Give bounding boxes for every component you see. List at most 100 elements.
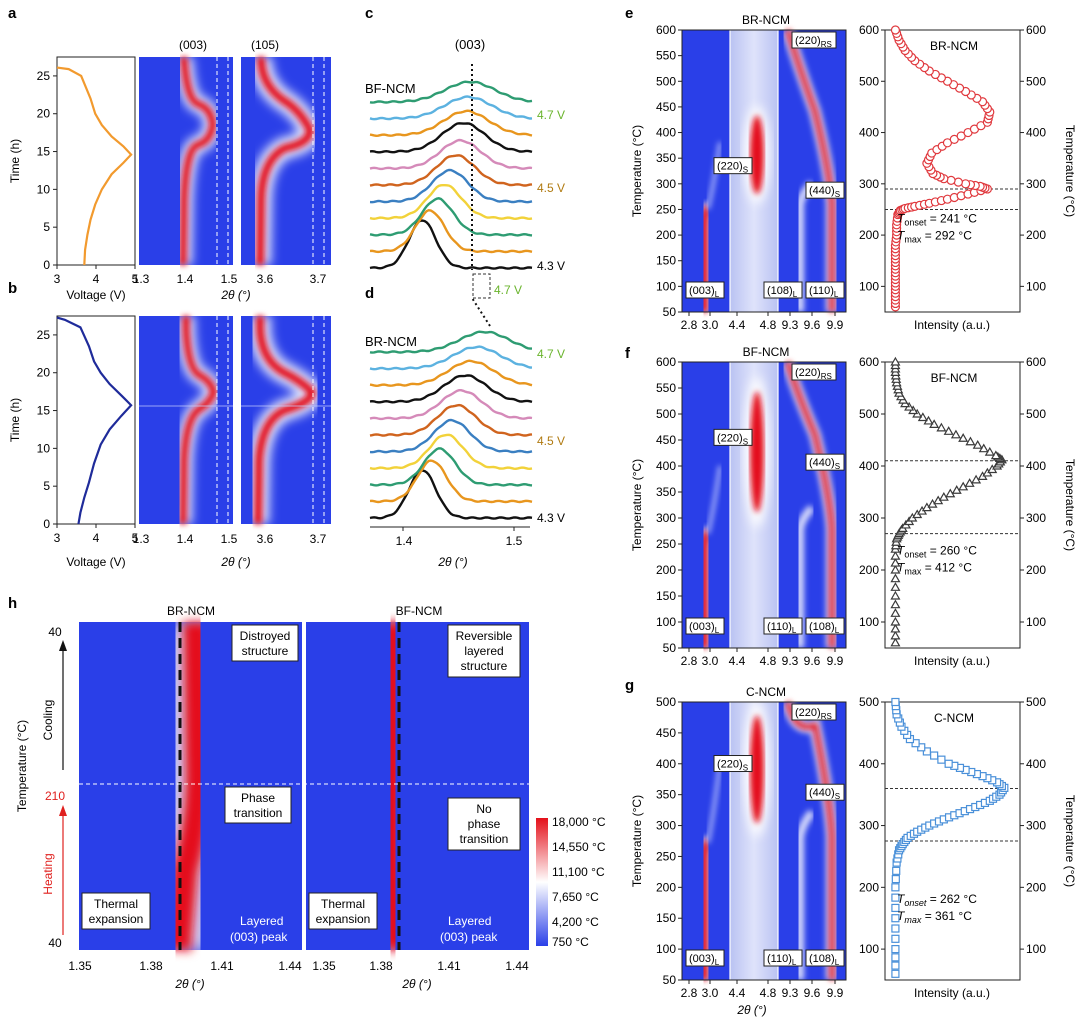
ytick-label: 300 bbox=[656, 177, 676, 191]
profile-point bbox=[930, 751, 939, 760]
profile-point bbox=[890, 25, 901, 35]
peak-label-box bbox=[791, 703, 837, 721]
panel-f: BF-NCM (003)L (220)S (110)L (108)L (440)S (220… bbox=[630, 345, 1077, 668]
trace-003 bbox=[700, 529, 711, 648]
peak-label: (003)L bbox=[689, 621, 720, 635]
t-onset: Tonset = 260 °C bbox=[897, 543, 977, 559]
xtick-label: 9.9 bbox=[827, 654, 844, 668]
profile-point bbox=[891, 961, 900, 970]
profile-ytick-left: 500 bbox=[859, 74, 879, 88]
xrd-curve bbox=[369, 403, 533, 437]
profile-point bbox=[890, 564, 901, 574]
xrd-curve bbox=[369, 418, 533, 454]
xtick-label: 4 bbox=[93, 531, 100, 545]
xtick-label: 9.6 bbox=[804, 318, 821, 332]
map-ylabel: Temperature (°C) bbox=[630, 795, 644, 887]
profile-title: C-NCM bbox=[934, 711, 974, 725]
svg-text:1.3: 1.3 bbox=[133, 532, 150, 546]
ytick-label: 200 bbox=[656, 228, 676, 242]
xtick-label: 5 bbox=[132, 531, 139, 545]
panel-d-label-43: 4.3 V bbox=[537, 511, 565, 525]
profile-ytick-left: 200 bbox=[859, 563, 879, 577]
svg-text:Thermal: Thermal bbox=[321, 897, 365, 911]
xrd-curve bbox=[369, 154, 533, 187]
xrd-curve bbox=[369, 95, 533, 121]
panel-letter-b: b bbox=[8, 280, 17, 297]
profile-ytick-left: 100 bbox=[859, 942, 879, 956]
xtick-label: 9.3 bbox=[782, 654, 799, 668]
peak-label: (440)S bbox=[809, 185, 840, 199]
peak-label: (108)L bbox=[809, 621, 840, 635]
svg-text:structure: structure bbox=[242, 644, 289, 658]
xrd-curve bbox=[369, 345, 533, 371]
peak-label-box bbox=[685, 949, 725, 967]
profile-ytick-right: 200 bbox=[1026, 563, 1046, 577]
xtick-label: 9.9 bbox=[827, 986, 844, 1000]
map-a-105: (105) bbox=[241, 38, 331, 266]
peak-label-box bbox=[791, 363, 837, 381]
peak-label-box bbox=[685, 281, 725, 299]
panel-letter-d: d bbox=[365, 285, 374, 302]
profile-point bbox=[891, 924, 900, 933]
voltage-yticks-a: 0 5 10 15 20 25 bbox=[37, 69, 57, 272]
svg-text:4,200 °C: 4,200 °C bbox=[552, 915, 599, 929]
panel-d-peak-line bbox=[471, 297, 491, 327]
ytick-label: 10 bbox=[37, 441, 51, 455]
ytick-label: 350 bbox=[656, 151, 676, 165]
profile-point bbox=[950, 429, 961, 439]
xrd-curve bbox=[369, 184, 533, 221]
xtick-label: 4.8 bbox=[760, 654, 777, 668]
profile-ytick-left: 600 bbox=[859, 355, 879, 369]
ytick-label: 50 bbox=[663, 973, 677, 987]
ytick-label: 5 bbox=[43, 479, 50, 493]
svg-text:Thermal: Thermal bbox=[94, 897, 138, 911]
peak-label-box bbox=[763, 949, 803, 967]
ytick-label: 300 bbox=[656, 511, 676, 525]
svg-text:1.38: 1.38 bbox=[369, 959, 393, 973]
xtick-label: 9.6 bbox=[804, 986, 821, 1000]
xtick-label: 3.0 bbox=[702, 654, 719, 668]
svg-text:Reversible: Reversible bbox=[456, 629, 513, 643]
panel-letter-c: c bbox=[365, 5, 373, 22]
svg-text:750 °C: 750 °C bbox=[552, 935, 589, 949]
panel-h-title-right: BF-NCM bbox=[396, 604, 443, 618]
voltage-xticks-b: 3 4 5 bbox=[54, 524, 139, 545]
panel-h-boxes-right: Reversible layered structure No phase tr… bbox=[308, 624, 521, 944]
ytick-label: 600 bbox=[656, 23, 676, 37]
profile-ytick-right: 600 bbox=[1026, 355, 1046, 369]
voltage-ylabel-a: Time (h) bbox=[8, 139, 22, 183]
ytick-label: 100 bbox=[656, 942, 676, 956]
xrd-curve bbox=[369, 138, 533, 171]
profile-ytick-left: 500 bbox=[859, 695, 879, 709]
peak-label: (110)L bbox=[767, 621, 797, 635]
profile-ytick-left: 400 bbox=[859, 757, 879, 771]
peak-label-box bbox=[805, 949, 845, 967]
ytick-label: 350 bbox=[656, 485, 676, 499]
panel-c-label-45: 4.5 V bbox=[537, 181, 565, 195]
peak-label: (220)S bbox=[717, 432, 748, 446]
voltage-axes-b bbox=[56, 315, 136, 525]
ytick-label: 100 bbox=[656, 279, 676, 293]
panel-c: (003) BF-NCM 4.7 V 4.5 V 4.3 V bbox=[365, 37, 565, 273]
svg-text:1.41: 1.41 bbox=[210, 959, 234, 973]
panel-letter-a: a bbox=[8, 5, 17, 22]
profile-ytick-left: 100 bbox=[859, 615, 879, 629]
panel-c-label-43: 4.3 V bbox=[537, 259, 565, 273]
profile-point bbox=[922, 747, 931, 756]
xtick-label: 4.4 bbox=[729, 318, 746, 332]
svg-text:1.38: 1.38 bbox=[139, 959, 163, 973]
profile-point bbox=[891, 874, 900, 884]
panel-d-curves bbox=[369, 330, 533, 520]
voltage-xlabel-a: Voltage (V) bbox=[66, 288, 125, 302]
ytick-label: 10 bbox=[37, 182, 51, 196]
ytick-label: 25 bbox=[37, 69, 51, 83]
profile-point bbox=[891, 953, 900, 962]
svg-text:3.6: 3.6 bbox=[257, 532, 274, 546]
peak-label-box bbox=[713, 755, 753, 773]
ytick-label: 15 bbox=[37, 145, 51, 159]
svg-text:1.35: 1.35 bbox=[68, 959, 92, 973]
ytick-label: 350 bbox=[656, 788, 676, 802]
ytick-label: 450 bbox=[656, 100, 676, 114]
panel-h-boxes-left: Distroyed structure Phase transition The… bbox=[81, 624, 299, 944]
profile-point bbox=[890, 356, 901, 366]
